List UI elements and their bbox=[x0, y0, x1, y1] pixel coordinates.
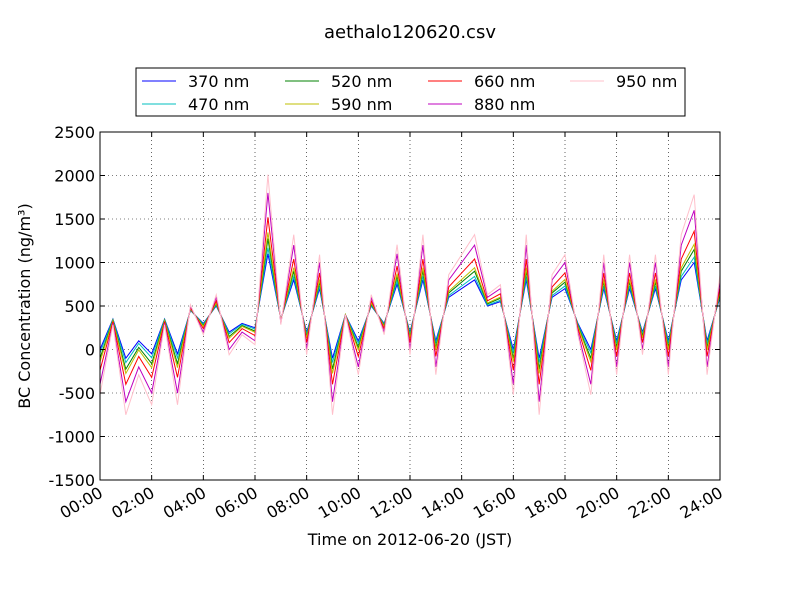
y-tick-label: -1000 bbox=[49, 428, 96, 447]
legend-box bbox=[135, 67, 686, 117]
series-line bbox=[99, 174, 721, 415]
series-line bbox=[99, 217, 721, 386]
legend-label: 590 nm bbox=[331, 95, 392, 114]
series-line bbox=[99, 232, 721, 375]
y-tick-label: 500 bbox=[64, 297, 95, 316]
x-axis-label: Time on 2012-06-20 (JST) bbox=[307, 530, 512, 549]
chart-title: aethalo120620.csv bbox=[324, 22, 496, 43]
y-tick-label: -500 bbox=[59, 384, 95, 403]
series-line bbox=[99, 247, 721, 364]
legend-label: 660 nm bbox=[474, 72, 535, 91]
y-tick-label: 0 bbox=[85, 341, 95, 360]
legend-label: 880 nm bbox=[474, 95, 535, 114]
y-tick-label: 1500 bbox=[54, 210, 95, 229]
legend-label: 950 nm bbox=[616, 72, 677, 91]
y-tick-label: -1500 bbox=[49, 471, 96, 490]
legend-label: 370 nm bbox=[188, 72, 249, 91]
series-line bbox=[99, 192, 721, 404]
legend-label: 520 nm bbox=[331, 72, 392, 91]
y-tick-label: 1000 bbox=[54, 254, 95, 273]
y-tick-label: 2500 bbox=[54, 123, 95, 142]
legend-label: 470 nm bbox=[188, 95, 249, 114]
y-tick-label: 2000 bbox=[54, 167, 95, 186]
y-axis-label: BC Concentration (ng/m³) bbox=[15, 203, 34, 408]
